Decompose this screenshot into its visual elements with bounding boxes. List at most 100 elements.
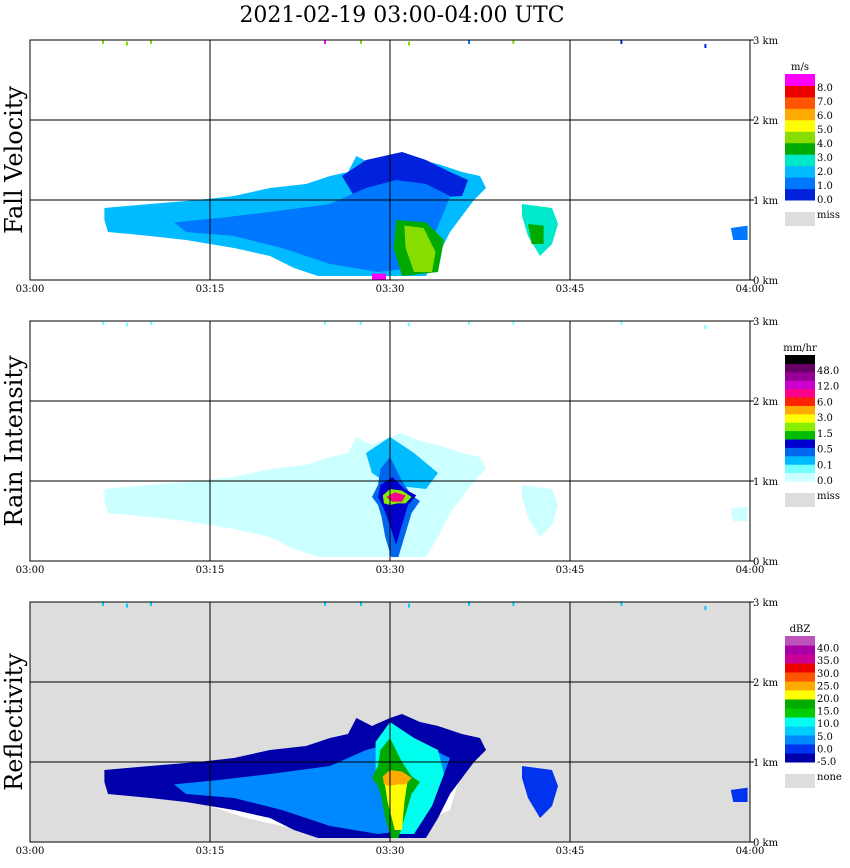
colorbar-swatch <box>785 744 815 754</box>
echo-side <box>522 485 558 537</box>
colorbar-label: 1.0 <box>817 181 833 192</box>
colorbar-label: 6.0 <box>817 111 833 122</box>
colorbar-label: 0.0 <box>817 744 833 755</box>
colorbar: dBZ -5.0 0.05.0 10.015.0 20.0 25.030.0 35.040.… <box>785 624 842 788</box>
echo-speck <box>512 40 515 44</box>
echo-dot <box>730 787 748 802</box>
y-tick-label: 2 km <box>753 678 779 689</box>
y-tick-label: 0 km <box>753 838 779 849</box>
x-tick-label: 03:15 <box>196 846 225 857</box>
x-tick-label: 03:30 <box>376 846 405 857</box>
colorbar-label: 0.5 <box>817 445 833 456</box>
colorbar-label: 10.0 <box>817 719 839 730</box>
colorbar-label: 4.0 <box>817 139 833 150</box>
colorbar-label: 8.0 <box>817 83 833 94</box>
echo-max <box>386 492 406 502</box>
echo-mid <box>174 180 450 272</box>
echo-speck <box>408 41 410 46</box>
panel-1: 0 km 1 km 2 km 3 km 03:00 03:15 03:30 03:45 04:0… <box>0 36 840 295</box>
echo-speck <box>102 602 104 606</box>
y-tick-label: 2 km <box>753 116 779 127</box>
echo-speck <box>150 40 152 44</box>
colorbar-label: 3.0 <box>817 413 833 424</box>
panel-3: 0 km 1 km 2 km 3 km 03:00 03:15 03:30 03:45 04:0… <box>0 598 842 857</box>
x-tick-label: 03:30 <box>376 565 405 576</box>
echo-dot <box>730 225 748 240</box>
colorbar-miss-swatch <box>785 774 815 788</box>
x-tick-label: 03:30 <box>376 284 405 295</box>
colorbar-unit: dBZ <box>790 624 811 635</box>
colorbar-label: 12.0 <box>817 382 839 393</box>
colorbar-label: 20.0 <box>817 694 839 705</box>
precip-echo <box>102 602 748 838</box>
colorbar-miss-swatch <box>785 212 815 226</box>
colorbar-label: 5.0 <box>817 125 833 136</box>
panel-label: Reflectivity <box>0 653 28 791</box>
x-tick-label: 04:00 <box>736 565 765 576</box>
panel-label: Rain Intensity <box>0 355 28 527</box>
colorbar-swatch <box>785 397 815 406</box>
echo-speck <box>704 325 707 329</box>
y-tick-label: 1 km <box>753 758 779 769</box>
colorbar-miss-label: none <box>817 772 842 783</box>
colorbar-label: 15.0 <box>817 707 839 718</box>
echo-speck <box>102 321 104 325</box>
colorbar-swatch <box>785 672 815 682</box>
figure-title: 2021-02-19 03:00-04:00 UTC <box>239 3 564 28</box>
x-tick-label: 03:00 <box>16 284 45 295</box>
colorbar-swatch <box>785 388 815 398</box>
echo-speck <box>408 603 410 608</box>
colorbar-label: 0.0 <box>817 195 833 206</box>
colorbar-label: 35.0 <box>817 656 839 667</box>
colorbar-swatch <box>785 708 815 718</box>
colorbar-swatch <box>785 177 815 190</box>
echo-speck <box>620 602 623 606</box>
y-tick-label: 0 km <box>753 557 779 568</box>
colorbar-swatch <box>785 447 815 457</box>
echo-speck <box>126 322 128 327</box>
y-tick-label: 1 km <box>753 477 779 488</box>
y-tick-label: 0 km <box>753 276 779 287</box>
echo-speck <box>468 602 470 606</box>
echo-speck <box>512 321 515 325</box>
colorbar-swatch <box>785 119 815 132</box>
echo-speck <box>360 40 362 44</box>
colorbar-swatch <box>785 422 815 432</box>
plot-frame <box>29 320 751 562</box>
colorbar-swatch <box>785 363 815 373</box>
colorbar-swatch <box>785 717 815 727</box>
echo-speck <box>408 322 410 327</box>
colorbar-swatch <box>785 681 815 691</box>
echo-speck <box>468 321 470 325</box>
colorbar-unit: mm/hr <box>783 343 817 354</box>
colorbar-swatch <box>785 413 815 423</box>
colorbar-label: -5.0 <box>817 757 836 768</box>
colorbar-swatch <box>785 699 815 709</box>
echo-speck <box>150 602 152 606</box>
panel-label: Fall Velocity <box>0 86 28 235</box>
colorbar-label: 2.0 <box>817 167 833 178</box>
colorbar-unit: m/s <box>791 62 809 73</box>
colorbar-swatch <box>785 188 815 201</box>
x-tick-label: 03:00 <box>16 565 45 576</box>
echo-side <box>522 766 558 818</box>
colorbar-miss-swatch <box>785 493 815 507</box>
echo-surface <box>372 273 386 280</box>
colorbar-swatch <box>785 690 815 700</box>
y-tick-label: 2 km <box>753 397 779 408</box>
echo-speck <box>512 602 515 606</box>
x-tick-label: 03:15 <box>196 284 225 295</box>
panel-2: 0 km 1 km 2 km 3 km 03:00 03:15 03:30 03:45 04:0… <box>0 317 840 576</box>
colorbar-swatch <box>785 636 815 646</box>
echo-dot <box>730 506 748 521</box>
y-tick-label: 3 km <box>753 317 779 328</box>
colorbar-swatch <box>785 85 815 98</box>
echo-speck <box>126 41 128 46</box>
colorbar-swatch <box>785 464 815 474</box>
y-tick-label: 3 km <box>753 36 779 47</box>
colorbar-label: 7.0 <box>817 97 833 108</box>
echo-speck <box>102 40 104 44</box>
colorbar-swatch <box>785 735 815 745</box>
echo-speck <box>324 321 326 325</box>
colorbar-miss-label: miss <box>817 491 840 502</box>
